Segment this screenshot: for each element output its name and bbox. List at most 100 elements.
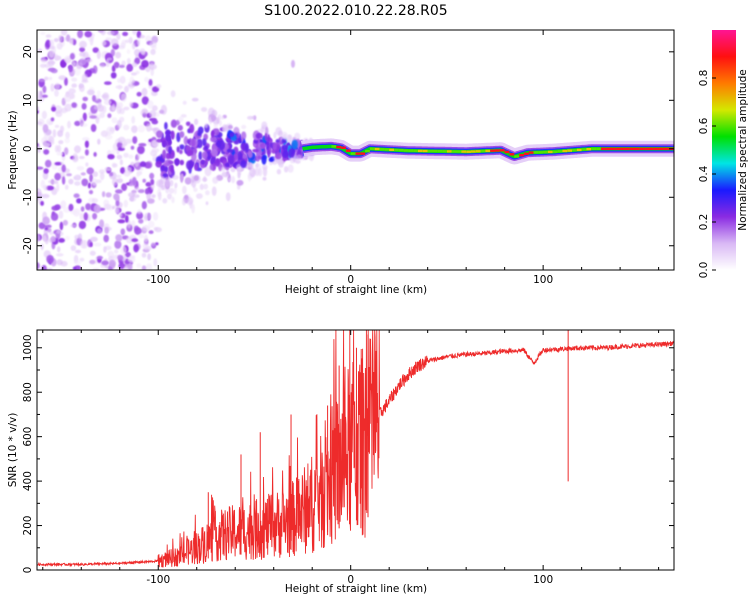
signal-blob bbox=[194, 118, 199, 126]
y-tick-label: 200 bbox=[22, 516, 34, 536]
noise-blob bbox=[56, 152, 64, 156]
signal-blob bbox=[180, 173, 184, 181]
noise-blob bbox=[93, 204, 101, 214]
noise-blob bbox=[116, 141, 123, 149]
signal-blob bbox=[174, 182, 178, 189]
noise-blob bbox=[43, 149, 50, 155]
noise-blob bbox=[150, 49, 156, 55]
noise-blob bbox=[90, 124, 97, 132]
noise-blob bbox=[104, 81, 112, 85]
noise-blob bbox=[115, 189, 123, 194]
noise-blob bbox=[71, 83, 77, 88]
signal-blob bbox=[241, 124, 247, 130]
signal-blob bbox=[179, 149, 183, 155]
noise-blob bbox=[145, 35, 152, 43]
noise-blob bbox=[110, 72, 117, 79]
noise-blob bbox=[126, 63, 134, 72]
signal-blob bbox=[281, 138, 287, 144]
signal-blob bbox=[218, 120, 222, 127]
noise-blob bbox=[114, 240, 122, 249]
noise-blob bbox=[117, 136, 126, 144]
noise-blob bbox=[68, 88, 76, 95]
signal-blob bbox=[197, 131, 202, 137]
signal-blob bbox=[260, 126, 265, 133]
noise-blob bbox=[41, 110, 48, 120]
noise-blob bbox=[124, 251, 131, 258]
carrier-core-segment bbox=[341, 146, 346, 149]
noise-blob bbox=[37, 262, 40, 270]
noise-blob bbox=[40, 58, 48, 63]
noise-blob bbox=[103, 234, 109, 243]
noise-blob bbox=[127, 220, 132, 229]
carrier-core-segment bbox=[658, 147, 664, 150]
noise-blob bbox=[148, 220, 155, 228]
noise-blob bbox=[60, 30, 68, 36]
noise-blob bbox=[101, 260, 109, 266]
noise-blob bbox=[80, 206, 85, 212]
noise-blob bbox=[57, 246, 61, 253]
noise-blob bbox=[96, 255, 104, 260]
noise-blob bbox=[128, 36, 133, 44]
carrier-core-segment bbox=[379, 148, 385, 151]
noise-blob bbox=[107, 154, 115, 160]
carrier-core-segment bbox=[360, 152, 366, 155]
noise-blob bbox=[50, 178, 55, 185]
carrier-core-segment bbox=[451, 150, 457, 153]
carrier-core-segment bbox=[528, 151, 534, 154]
noise-blob bbox=[40, 31, 46, 36]
signal-blob bbox=[171, 175, 179, 180]
noise-blob bbox=[131, 42, 136, 50]
noise-blob bbox=[51, 106, 56, 112]
signal-blob bbox=[209, 164, 214, 171]
signal-blob bbox=[255, 163, 259, 168]
y-tick-label: 0 bbox=[22, 567, 34, 574]
noise-blob bbox=[155, 242, 159, 246]
noise-blob bbox=[144, 212, 152, 221]
noise-blob bbox=[119, 75, 126, 84]
noise-blob bbox=[141, 252, 147, 258]
snr-spikes bbox=[207, 330, 569, 559]
signal-blob bbox=[191, 97, 199, 102]
noise-blob bbox=[152, 211, 159, 221]
signal-blob bbox=[202, 177, 208, 182]
noise-blob bbox=[111, 149, 116, 155]
noise-blob bbox=[115, 200, 120, 207]
noise-blob bbox=[103, 246, 107, 253]
noise-blob bbox=[138, 233, 144, 239]
noise-blob bbox=[141, 60, 149, 68]
signal-blob bbox=[267, 148, 271, 159]
signal-blob bbox=[275, 152, 283, 160]
carrier-core-segment bbox=[644, 147, 649, 150]
noise-blob bbox=[88, 190, 94, 195]
signal-blob bbox=[226, 148, 234, 153]
noise-blob bbox=[98, 169, 106, 174]
noise-blob bbox=[92, 95, 96, 102]
noise-blob bbox=[136, 263, 142, 269]
carrier-core-segment bbox=[586, 148, 592, 151]
noise-blob bbox=[140, 167, 144, 171]
noise-blob bbox=[109, 172, 114, 177]
signal-blob bbox=[162, 162, 170, 167]
noise-blob bbox=[134, 186, 140, 191]
noise-blob bbox=[123, 199, 128, 208]
noise-blob bbox=[54, 53, 59, 62]
noise-blob bbox=[77, 30, 84, 39]
signal-blob bbox=[165, 152, 172, 160]
noise-blob bbox=[123, 152, 129, 158]
noise-blob bbox=[51, 205, 59, 211]
noise-blob bbox=[105, 37, 112, 41]
noise-blob bbox=[131, 190, 137, 194]
noise-blob bbox=[148, 79, 153, 86]
noise-blob bbox=[122, 31, 129, 37]
signal-blob bbox=[183, 135, 188, 146]
noise-blob bbox=[147, 100, 154, 109]
snr-x-label: Height of straight line (km) bbox=[285, 583, 427, 595]
carrier-core-segment bbox=[547, 150, 553, 154]
signal-blob bbox=[170, 164, 174, 174]
signal-blob bbox=[204, 122, 209, 129]
signal-blob bbox=[281, 144, 288, 151]
noise-blob bbox=[115, 85, 123, 89]
noise-blob bbox=[120, 245, 127, 255]
noise-blob bbox=[67, 120, 71, 129]
